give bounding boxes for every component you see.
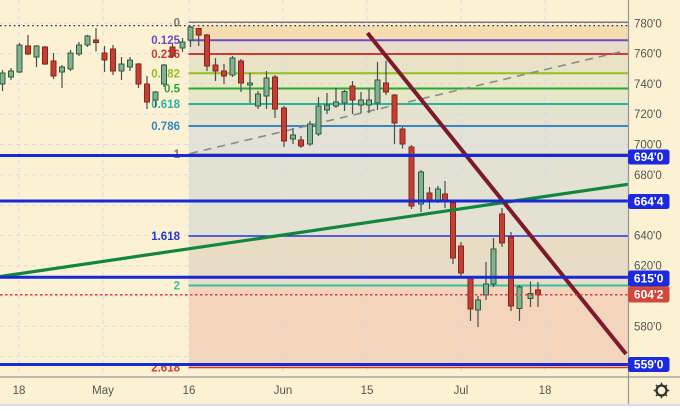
svg-text:0.786: 0.786 <box>151 121 180 133</box>
svg-text:16: 16 <box>183 385 196 397</box>
svg-text:780'0: 780'0 <box>634 18 662 30</box>
svg-text:18: 18 <box>13 385 26 397</box>
svg-text:0: 0 <box>174 17 180 29</box>
svg-text:740'0: 740'0 <box>634 79 662 91</box>
svg-text:Jun: Jun <box>274 385 293 397</box>
svg-text:580'0: 580'0 <box>634 321 662 333</box>
svg-text:18: 18 <box>539 385 552 397</box>
svg-text:Jul: Jul <box>454 385 469 397</box>
svg-text:559'0: 559'0 <box>634 358 664 372</box>
svg-text:640'0: 640'0 <box>634 230 662 242</box>
svg-text:680'0: 680'0 <box>634 170 662 182</box>
svg-text:664'4: 664'4 <box>634 195 664 209</box>
svg-text:0.125: 0.125 <box>151 35 180 47</box>
svg-text:604'2: 604'2 <box>634 288 664 302</box>
svg-text:0.236: 0.236 <box>151 49 180 61</box>
svg-text:May: May <box>92 385 114 397</box>
svg-text:720'0: 720'0 <box>634 109 662 121</box>
svg-text:760'0: 760'0 <box>634 49 662 61</box>
svg-text:2: 2 <box>174 281 180 293</box>
svg-text:0.5: 0.5 <box>164 84 181 96</box>
svg-text:1.618: 1.618 <box>151 231 180 243</box>
svg-text:694'0: 694'0 <box>634 150 664 164</box>
svg-text:15: 15 <box>361 385 374 397</box>
svg-text:615'0: 615'0 <box>634 272 664 286</box>
